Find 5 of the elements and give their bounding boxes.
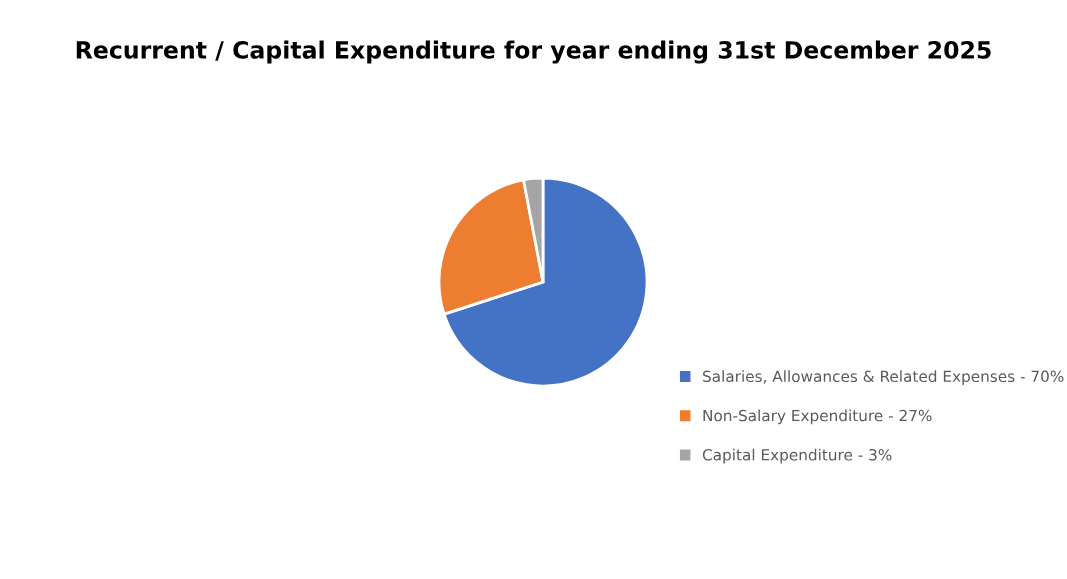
pie-slice: [442, 176, 649, 388]
legend-label: Non-Salary Expenditure - 27%: [703, 409, 932, 425]
chart-title: Recurrent / Capital Expenditure for year ending 31st December 2025: [76, 40, 991, 64]
legend-label: Capital Expenditure - 3%: [702, 448, 892, 464]
legend-label: Salaries, Allowances & Related Expenses - 70%: [703, 370, 1064, 386]
